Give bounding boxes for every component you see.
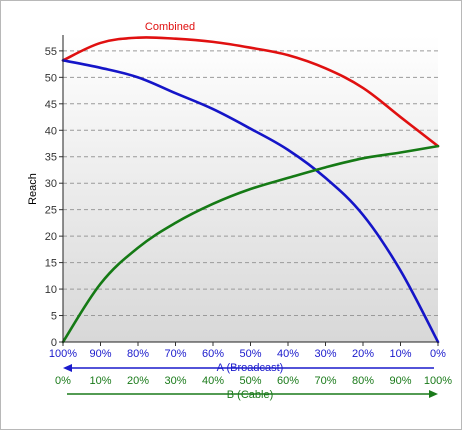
x-axis-a-tick-label: 40% [277,348,299,360]
x-axis-a-tick-label: 100% [49,348,77,360]
x-axis-b-tick-label: 0% [55,375,71,387]
x-axis-a-tick-label: 0% [430,348,446,360]
series-line-2 [61,144,440,344]
y-tick-label: 45 [45,99,57,111]
x-axis-b-tick-label: 10% [89,375,111,387]
x-axis-a-tick-label: 10% [389,348,411,360]
series-lines [61,36,440,344]
x-axis-b-tick-label: 60% [277,375,299,387]
x-axis-a-tick-label: 90% [89,348,111,360]
x-axis-a-tick-label: 20% [352,348,374,360]
x-axis-b-tick-label: 20% [127,375,149,387]
x-axis-b-tick-label: 90% [389,375,411,387]
y-tick-label: 25 [45,205,57,217]
x-axis-b-tick-label: 70% [314,375,336,387]
y-tick-label: 55 [45,46,57,58]
x-axis-a-tick-label: 70% [164,348,186,360]
x-axis-a-title: A (Broadcast) [217,362,284,374]
y-tick-label: 35 [45,152,57,164]
y-axis-title: Reach [27,173,39,205]
x-axis-a-tick-label: 80% [127,348,149,360]
x-axis-b-arrowhead [429,390,438,398]
axes: 0 5 10 15 20 25 30 35 40 45 50 55 100% 90% 80% 70% 60% 50… [45,35,452,398]
y-tick-label: 50 [45,72,57,84]
series-line-0 [61,36,440,148]
x-axis-a-tick-label: 50% [239,348,261,360]
x-axis-b-tick-label: 30% [164,375,186,387]
x-axis-b-tick-label: 40% [202,375,224,387]
y-tick-label: 0 [51,337,57,349]
y-tick-label: 40 [45,125,57,137]
series-line-1 [61,59,440,344]
series-label-combined: Combined [145,21,195,33]
x-axis-a-tick-label: 30% [314,348,336,360]
x-axis-b-tick-label: 80% [352,375,374,387]
x-axis-b-title: B (Cable) [227,389,273,401]
y-tick-label: 20 [45,231,57,243]
x-axis-a-tick-label: 60% [202,348,224,360]
y-tick-label: 30 [45,178,57,190]
x-axis-b-tick-label: 100% [424,375,452,387]
y-tick-label: 15 [45,258,57,270]
x-axis-a-arrowhead [63,364,72,372]
y-tick-label: 10 [45,284,57,296]
y-tick-label: 5 [51,311,57,323]
x-axis-b-tick-label: 50% [239,375,261,387]
